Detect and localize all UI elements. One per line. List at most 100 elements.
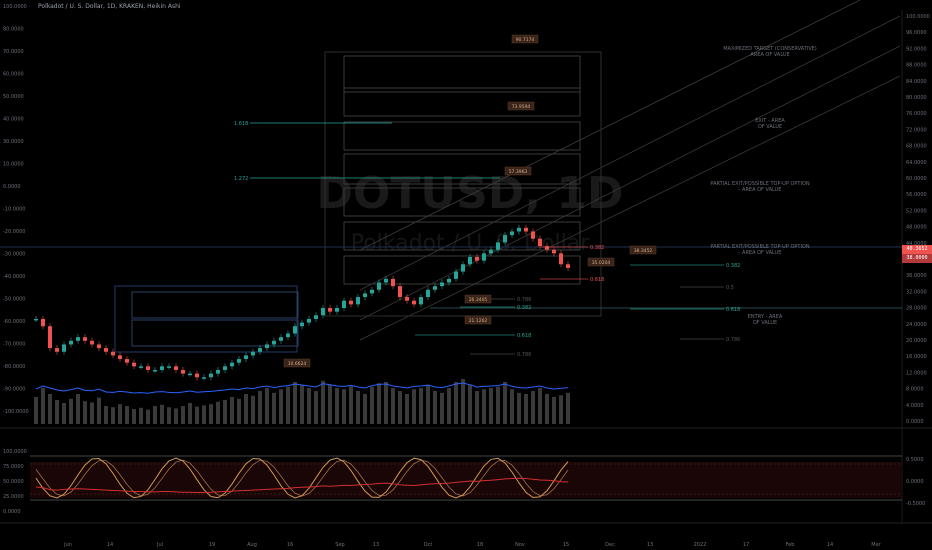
- candle-body: [524, 227, 528, 232]
- value-zone-box: [343, 87, 581, 117]
- value-zone-box: [343, 255, 581, 285]
- entry-zone-box: [114, 285, 298, 353]
- candle-body: [188, 373, 192, 376]
- value-zone-box: [343, 121, 581, 151]
- fib-label: 0.5: [726, 285, 734, 291]
- right-axis-tick: 64.0000: [906, 160, 927, 166]
- volume-bar: [181, 406, 185, 424]
- chart-header: Polkadot / U. S. Dollar, 1D, KRAKEN, Hei…: [38, 3, 181, 10]
- right-axis-tick: 44.0000: [906, 241, 927, 247]
- volume-bar: [391, 388, 395, 424]
- right-axis-tick: 48.0000: [906, 225, 927, 231]
- x-axis-tick: Nov: [515, 542, 525, 548]
- candle-body: [202, 377, 206, 379]
- volume-bar: [349, 386, 353, 424]
- x-axis-tick: 17: [743, 542, 749, 548]
- volume-bar: [321, 380, 325, 424]
- volume-bar: [475, 391, 479, 424]
- volume-bar: [566, 392, 570, 424]
- x-axis-tick: 18: [477, 542, 483, 548]
- candle-body: [118, 355, 122, 360]
- osc-tick: 50.0000: [3, 479, 24, 485]
- volume-bar: [202, 405, 206, 424]
- volume-bar: [370, 386, 374, 424]
- fib-label: 0.618: [517, 333, 531, 339]
- candle-body: [279, 337, 283, 341]
- candle-body: [90, 340, 94, 345]
- right-axis-tick: 0.0000: [906, 419, 924, 425]
- price-label: 35.0204: [592, 260, 611, 266]
- x-axis-tick: Dec: [605, 542, 615, 548]
- candle-body: [111, 351, 115, 356]
- left-axis-tick: -40.0000: [3, 274, 25, 280]
- right-axis-tick: 80.0000: [906, 95, 927, 101]
- right-axis-tick: 12.0000: [906, 370, 927, 376]
- candle-body: [181, 369, 185, 374]
- left-axis-tick: 40.0000: [3, 117, 24, 123]
- volume-bar: [188, 403, 192, 424]
- candle-body: [258, 348, 262, 352]
- candle-body: [370, 289, 374, 294]
- x-axis-tick: Sep: [335, 542, 344, 548]
- candle-body: [209, 373, 213, 378]
- last-price-tag-2: 38.0000: [902, 254, 932, 263]
- volume-bar: [174, 408, 178, 424]
- channel-line: [359, 75, 901, 341]
- volume-bar: [237, 398, 241, 424]
- right-axis-tick: 96.0000: [906, 30, 927, 36]
- x-axis-tick: 2022: [694, 542, 707, 548]
- right-axis-tick: 100.0000: [906, 14, 930, 20]
- fib-label: 0.618: [726, 307, 740, 313]
- x-axis-tick: 15: [563, 542, 569, 548]
- left-axis-tick: -70.0000: [3, 342, 25, 348]
- price-label: 90.7174: [516, 37, 535, 43]
- price-label-box: [511, 34, 539, 44]
- zone-label: MAXIMIZED TARGET (CONSERVATIVE): [723, 46, 817, 52]
- right-axis-tick: 52.0000: [906, 208, 927, 214]
- x-axis-tick: Jun: [63, 542, 72, 548]
- last-price-tag: 40.3652: [902, 245, 932, 254]
- candle-body: [146, 366, 150, 370]
- volume-bar: [167, 407, 171, 424]
- osc-macd-line: [35, 477, 569, 494]
- volume-bar: [447, 388, 451, 424]
- price-label: 73.9594: [512, 104, 531, 110]
- volume-bar: [545, 394, 549, 424]
- left-axis-tick: 70.0000: [3, 49, 24, 55]
- volume-bar: [146, 409, 150, 424]
- candle-body: [195, 373, 199, 378]
- right-axis-tick: 68.0000: [906, 144, 927, 150]
- candle-body: [363, 293, 367, 298]
- candle-body: [97, 344, 101, 349]
- zone-label: - AREA OF VALUE: [739, 250, 782, 256]
- volume-bar: [510, 389, 514, 424]
- volume-bar: [118, 404, 122, 424]
- entry-zone-inner: [131, 291, 299, 319]
- volume-bar: [62, 403, 66, 424]
- price-label-box: [283, 358, 311, 368]
- volume-bar: [76, 394, 80, 424]
- x-axis-tick: Oct: [424, 542, 433, 548]
- candle-body: [125, 359, 129, 363]
- candle-body: [139, 366, 143, 368]
- price-label: 57.3963: [509, 169, 528, 175]
- price-label-box: [507, 101, 535, 111]
- volume-bar: [468, 384, 472, 424]
- volume-bar: [293, 382, 297, 424]
- volume-bar: [209, 404, 213, 424]
- zone-label: PARTIAL EXIT/POSSIBLE TOP-UP OPTION: [710, 181, 809, 187]
- volume-bar: [377, 383, 381, 424]
- volume-bar: [328, 384, 332, 424]
- value-zone-box: [343, 55, 581, 93]
- candle-body: [55, 348, 59, 352]
- channel-line: [359, 15, 901, 291]
- candle-body: [223, 366, 227, 370]
- volume-bar: [342, 389, 346, 424]
- candle-body: [538, 238, 542, 247]
- volume-bar: [461, 379, 465, 424]
- candle-body: [104, 348, 108, 352]
- candle-body: [447, 278, 451, 283]
- zone-label: ENTRY - AREA: [748, 314, 783, 320]
- left-axis-tick: 0.0000: [3, 184, 21, 190]
